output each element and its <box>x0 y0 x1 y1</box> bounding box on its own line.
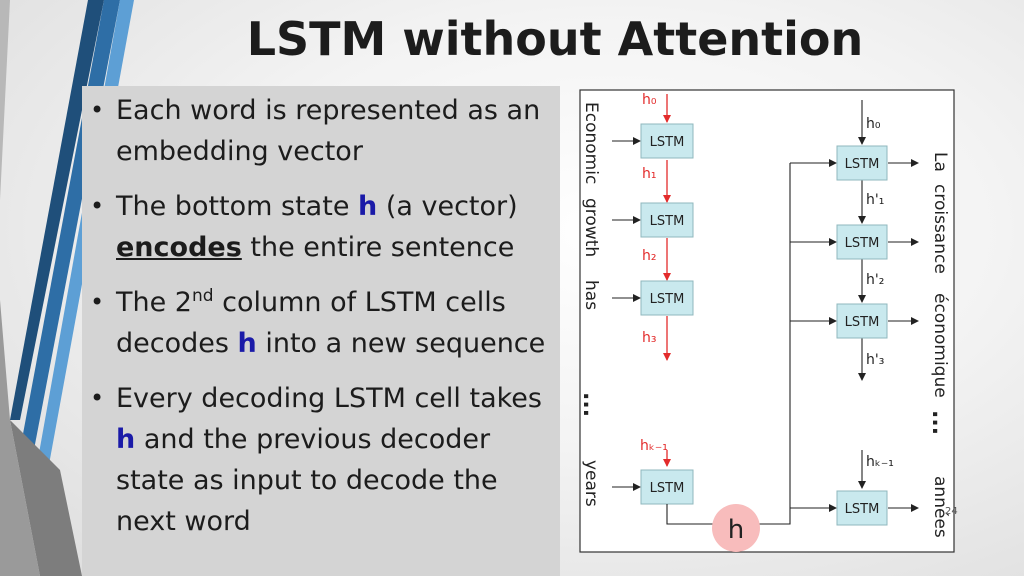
slide-title: LSTM without Attention <box>246 12 864 66</box>
encoder-lstm-cell: LSTM <box>640 280 694 316</box>
decoder-state-label: h'₃ <box>866 352 884 368</box>
final-state-h: h <box>712 504 760 552</box>
lstm-label: LSTM <box>650 214 685 229</box>
encoder-state-label: h₁ <box>642 166 657 182</box>
encoder-state-label: h₀ <box>642 92 657 108</box>
encodes-emphasis: encodes <box>116 232 242 263</box>
decoder-ellipsis: ... <box>927 410 952 435</box>
bullet-text: Each word is represented as an embedding… <box>116 95 541 167</box>
bullet-text: column of LSTM cells decodes <box>116 287 506 359</box>
encoder-state-label: h₂ <box>642 248 657 264</box>
slide-number: 24 <box>945 506 958 517</box>
lstm-label: LSTM <box>845 236 880 251</box>
encoder-lstm-cell: LSTM <box>640 202 694 238</box>
decoder-state-label: hₖ₋₁ <box>866 454 894 470</box>
bullet-item: • Each word is represented as an embeddi… <box>82 90 560 172</box>
encoder-word: has <box>581 280 601 310</box>
highlight-h: h <box>237 328 257 359</box>
bullet-dot: • <box>90 288 105 316</box>
bullet-text: (a vector) <box>377 191 518 222</box>
encoder-state-label: hₖ₋₁ <box>640 438 668 454</box>
lstm-label: LSTM <box>650 292 685 307</box>
encoder-ellipsis: ... <box>578 392 603 417</box>
bullet-list: • Each word is represented as an embeddi… <box>82 90 560 556</box>
final-state-label: h <box>728 515 744 545</box>
decoder-word: économique <box>930 293 950 398</box>
bullet-text: and the previous decoder state as input … <box>116 424 498 537</box>
encoder-lstm-cell: LSTM <box>640 123 694 159</box>
decoder-word: croissance <box>930 184 950 274</box>
decoder-lstm-cell: LSTM <box>836 224 888 260</box>
bullet-dot: • <box>90 384 105 412</box>
superscript-nd: nd <box>191 286 214 306</box>
encoder-word: Economic <box>581 102 601 184</box>
decoder-word: années <box>930 476 950 538</box>
highlight-h: h <box>116 424 136 455</box>
lstm-label: LSTM <box>845 157 880 172</box>
decoder-lstm-cell: LSTM <box>836 303 888 339</box>
decoder-lstm-cell: LSTM <box>836 145 888 181</box>
highlight-h: h <box>358 191 378 222</box>
decoder-state-label: h₀ <box>866 116 881 132</box>
decoder-state-label: h'₂ <box>866 272 884 288</box>
encoder-state-label: h₃ <box>642 330 657 346</box>
bullet-text: the entire sentence <box>241 232 515 263</box>
lstm-label: LSTM <box>650 135 685 150</box>
lstm-label: LSTM <box>845 502 880 517</box>
decoder-lstm-cell: LSTM <box>836 490 888 526</box>
lstm-diagram: Economic growth has ... years La croissa… <box>578 89 955 553</box>
decoder-state-label: h'₁ <box>866 192 884 208</box>
bullet-text: Every decoding LSTM cell takes <box>116 383 542 414</box>
bullet-item: • The bottom state h (a vector) encodes … <box>82 186 560 268</box>
bullet-text: into a new sequence <box>256 328 546 359</box>
bullet-dot: • <box>90 192 105 220</box>
encoder-lstm-cell: LSTM <box>640 469 694 505</box>
lstm-label: LSTM <box>650 481 685 496</box>
bullet-item: • The 2nd column of LSTM cells decodes h… <box>82 282 560 364</box>
bullet-dot: • <box>90 96 105 124</box>
bullet-item: • Every decoding LSTM cell takes h and t… <box>82 378 560 542</box>
bullet-text: The bottom state <box>116 191 359 222</box>
decoder-word: La <box>930 152 950 172</box>
bullet-text: The 2 <box>116 287 192 318</box>
lstm-label: LSTM <box>845 315 880 330</box>
encoder-word: growth <box>581 198 601 257</box>
encoder-word: years <box>581 460 601 507</box>
bullet-panel: • Each word is represented as an embeddi… <box>82 86 560 576</box>
